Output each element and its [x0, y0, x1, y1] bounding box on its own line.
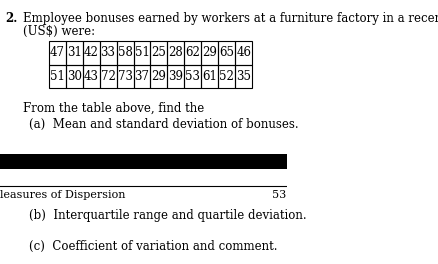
- Text: 53: 53: [272, 190, 286, 200]
- Bar: [49, 65, 66, 88]
- Text: 43: 43: [83, 70, 99, 83]
- Text: 33: 33: [100, 46, 115, 59]
- Bar: [201, 65, 218, 88]
- Text: (a)  Mean and standard deviation of bonuses.: (a) Mean and standard deviation of bonus…: [28, 117, 297, 130]
- Text: 62: 62: [185, 46, 200, 59]
- Text: 73: 73: [117, 70, 132, 83]
- Text: 58: 58: [117, 46, 132, 59]
- Text: 52: 52: [219, 70, 234, 83]
- Bar: [218, 41, 235, 65]
- Text: (b)  Interquartile range and quartile deviation.: (b) Interquartile range and quartile dev…: [28, 209, 306, 221]
- Text: leasures of Dispersion: leasures of Dispersion: [0, 190, 125, 200]
- Bar: [167, 41, 184, 65]
- Text: 37: 37: [134, 70, 149, 83]
- Bar: [167, 65, 184, 88]
- Text: (US$) were:: (US$) were:: [23, 25, 95, 38]
- Bar: [235, 41, 252, 65]
- Bar: [0, 154, 286, 169]
- Text: 53: 53: [185, 70, 200, 83]
- Bar: [150, 65, 167, 88]
- Text: 2.: 2.: [6, 12, 18, 25]
- Bar: [82, 41, 99, 65]
- Text: 72: 72: [100, 70, 115, 83]
- Text: 51: 51: [134, 46, 149, 59]
- Bar: [184, 65, 201, 88]
- Bar: [66, 41, 82, 65]
- Text: 31: 31: [67, 46, 81, 59]
- Text: 47: 47: [49, 46, 64, 59]
- Text: Employee bonuses earned by workers at a furniture factory in a recent month: Employee bonuses earned by workers at a …: [23, 12, 438, 25]
- Bar: [133, 41, 150, 65]
- Text: 30: 30: [67, 70, 81, 83]
- Text: 51: 51: [49, 70, 64, 83]
- Bar: [49, 41, 66, 65]
- Bar: [117, 41, 133, 65]
- Text: 29: 29: [202, 46, 217, 59]
- Bar: [150, 41, 167, 65]
- Text: 65: 65: [219, 46, 234, 59]
- Text: 35: 35: [236, 70, 251, 83]
- Bar: [184, 41, 201, 65]
- Bar: [66, 65, 82, 88]
- Bar: [99, 41, 117, 65]
- Text: 28: 28: [168, 46, 183, 59]
- Text: 39: 39: [168, 70, 183, 83]
- Bar: [235, 65, 252, 88]
- Bar: [82, 65, 99, 88]
- Bar: [218, 65, 235, 88]
- Bar: [99, 65, 117, 88]
- Bar: [201, 41, 218, 65]
- Text: 42: 42: [84, 46, 99, 59]
- Text: 29: 29: [151, 70, 166, 83]
- Text: 25: 25: [151, 46, 166, 59]
- Text: 61: 61: [202, 70, 217, 83]
- Text: (c)  Coefficient of variation and comment.: (c) Coefficient of variation and comment…: [28, 240, 276, 253]
- Text: 46: 46: [236, 46, 251, 59]
- Bar: [117, 65, 133, 88]
- Bar: [133, 65, 150, 88]
- Text: From the table above, find the: From the table above, find the: [23, 102, 204, 115]
